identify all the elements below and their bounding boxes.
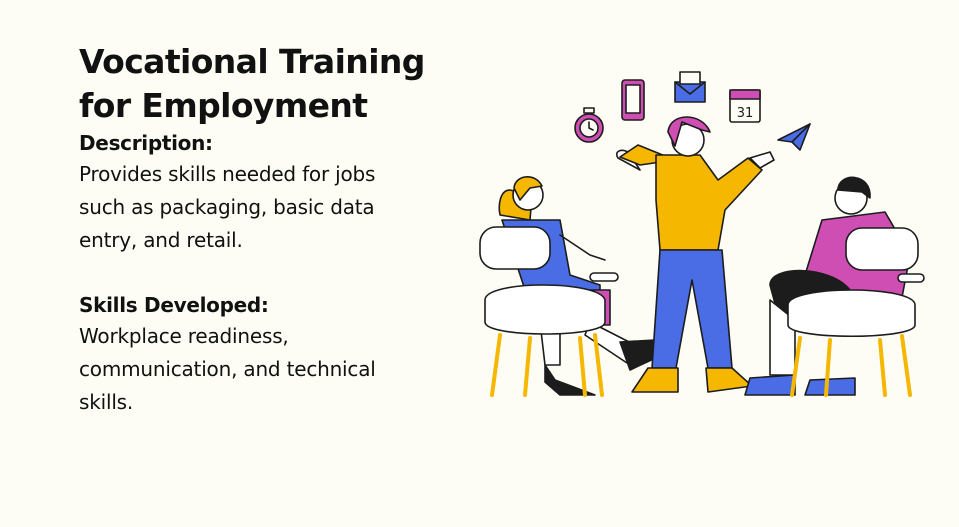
skills-text: Workplace readiness, communication, and …: [79, 320, 459, 419]
description-line: entry, and retail.: [79, 228, 243, 252]
phone-icon: [621, 79, 645, 121]
description-heading: Description:: [79, 131, 213, 155]
skills-line: communication, and technical: [79, 357, 376, 381]
skills-line: Workplace readiness,: [79, 324, 289, 348]
description-line: such as packaging, basic data: [79, 195, 375, 219]
left-chair: [479, 226, 619, 397]
calendar-day: 31: [737, 106, 754, 121]
training-illustration: 31: [479, 71, 925, 397]
title-line-1: Vocational Training: [79, 42, 425, 81]
description-line: Provides skills needed for jobs: [79, 162, 376, 186]
skills-line: skills.: [79, 390, 134, 414]
right-chair: [787, 227, 925, 397]
skills-heading: Skills Developed:: [79, 293, 269, 317]
middle-person: [615, 116, 775, 393]
slide-text: Vocational Training for Employment Descr…: [79, 40, 459, 419]
calendar-icon: 31: [729, 89, 761, 123]
envelope-icon: [674, 71, 706, 103]
stopwatch-icon: [574, 107, 604, 143]
description-text: Provides skills needed for jobs such as …: [79, 158, 459, 257]
slide-title: Vocational Training for Employment: [79, 40, 459, 128]
title-line-2: for Employment: [79, 86, 368, 125]
paper-plane-icon: [777, 123, 811, 151]
